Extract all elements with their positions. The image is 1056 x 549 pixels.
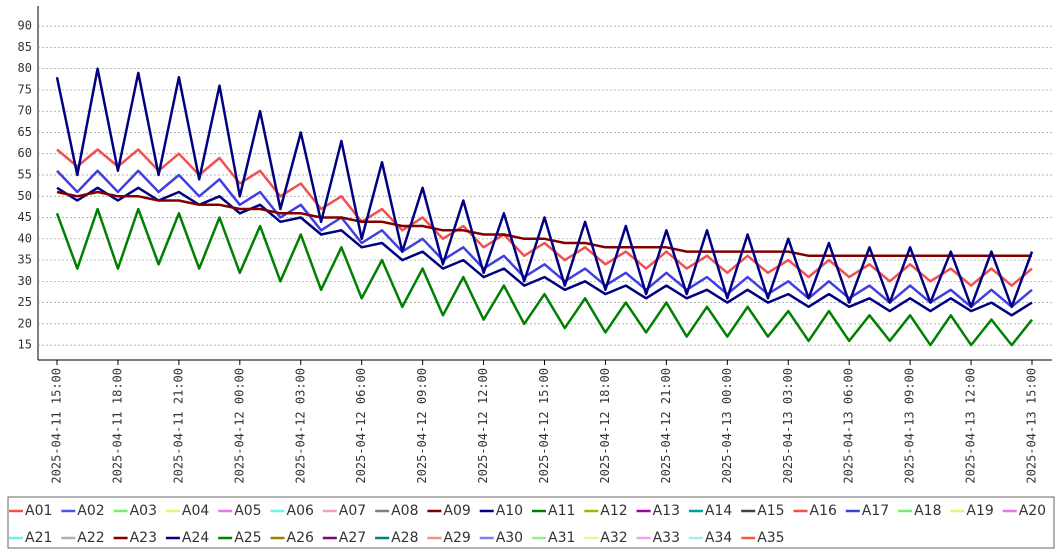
- legend-label: A14: [705, 503, 732, 519]
- series-line: [55, 207, 1033, 347]
- x-tick-label: 2025-04-13 03:00: [781, 368, 795, 484]
- y-tick-label: 25: [18, 295, 32, 309]
- legend-label: A32: [600, 530, 627, 546]
- series-line: [56, 186, 1033, 317]
- x-tick-label: 2025-04-12 21:00: [659, 368, 673, 484]
- legend-label: A21: [25, 530, 52, 546]
- x-tick-label: 2025-04-13 09:00: [903, 368, 917, 484]
- x-tick-label: 2025-04-12 09:00: [415, 368, 429, 484]
- legend-label: A18: [914, 503, 941, 519]
- x-tick-label: 2025-04-12 03:00: [293, 368, 307, 484]
- y-tick-label: 85: [18, 40, 32, 54]
- series-line: [56, 148, 1033, 287]
- x-tick-label: 2025-04-12 18:00: [598, 368, 612, 484]
- x-tick-label: 2025-04-12 15:00: [537, 368, 551, 484]
- legend-label: A05: [234, 503, 261, 519]
- y-tick-label: 50: [18, 189, 32, 203]
- y-tick-label: 90: [18, 19, 32, 33]
- y-tick-label: 65: [18, 125, 32, 139]
- legend-label: A08: [391, 503, 418, 519]
- series-line: [56, 169, 1033, 309]
- x-tick-label: 2025-04-12 06:00: [354, 368, 368, 484]
- y-tick-label: 45: [18, 210, 32, 224]
- legend: [7, 496, 1055, 549]
- legend-label: A06: [287, 503, 314, 519]
- legend-label: A31: [548, 530, 575, 546]
- y-tick-label: 30: [18, 274, 32, 288]
- x-tick-label: 2025-04-13 06:00: [842, 368, 856, 484]
- legend-label: A01: [25, 503, 52, 519]
- x-tick-label: 2025-04-13 15:00: [1025, 368, 1039, 484]
- legend-label: A33: [653, 530, 680, 546]
- x-tick-label: 2025-04-12 12:00: [476, 368, 490, 484]
- series-line: [55, 67, 1034, 309]
- series-line: [56, 190, 1032, 258]
- legend-label: A35: [757, 530, 784, 546]
- y-tick-label: 60: [18, 146, 32, 160]
- x-tick-label: 2025-04-13 12:00: [964, 368, 978, 484]
- legend-label: A11: [548, 503, 575, 519]
- legend-label: A27: [339, 530, 366, 546]
- legend-label: A07: [339, 503, 366, 519]
- legend-label: A04: [182, 503, 209, 519]
- x-tick-label: 2025-04-13 00:00: [720, 368, 734, 484]
- legend-label: A25: [234, 530, 261, 546]
- y-tick-label: 70: [18, 104, 32, 118]
- y-tick-label: 20: [18, 316, 32, 330]
- x-tick-label: 2025-04-11 18:00: [110, 368, 124, 484]
- legend-label: A02: [77, 503, 104, 519]
- legend-label: A26: [287, 530, 314, 546]
- legend-label: A30: [496, 530, 523, 546]
- legend-label: A16: [810, 503, 837, 519]
- legend-label: A03: [130, 503, 157, 519]
- y-tick-label: 15: [18, 338, 32, 352]
- legend-label: A22: [77, 530, 104, 546]
- legend-label: A15: [757, 503, 784, 519]
- legend-label: A12: [600, 503, 627, 519]
- y-tick-label: 80: [18, 61, 32, 75]
- y-tick-label: 75: [18, 82, 32, 96]
- x-tick-label: 2025-04-11 21:00: [171, 368, 185, 484]
- x-tick-label: 2025-04-12 00:00: [232, 368, 246, 484]
- legend-label: A28: [391, 530, 418, 546]
- y-tick-label: 40: [18, 231, 32, 245]
- legend-label: A09: [443, 503, 470, 519]
- legend-label: A29: [443, 530, 470, 546]
- x-tick-label: 2025-04-11 15:00: [50, 368, 64, 484]
- legend-label: A13: [653, 503, 680, 519]
- legend-label: A20: [1019, 503, 1046, 519]
- legend-label: A24: [182, 530, 209, 546]
- legend-label: A10: [496, 503, 523, 519]
- legend-label: A19: [966, 503, 993, 519]
- y-tick-label: 35: [18, 253, 32, 267]
- legend-label: A34: [705, 530, 732, 546]
- legend-label: A23: [130, 530, 157, 546]
- y-tick-label: 55: [18, 168, 32, 182]
- legend-label: A17: [862, 503, 889, 519]
